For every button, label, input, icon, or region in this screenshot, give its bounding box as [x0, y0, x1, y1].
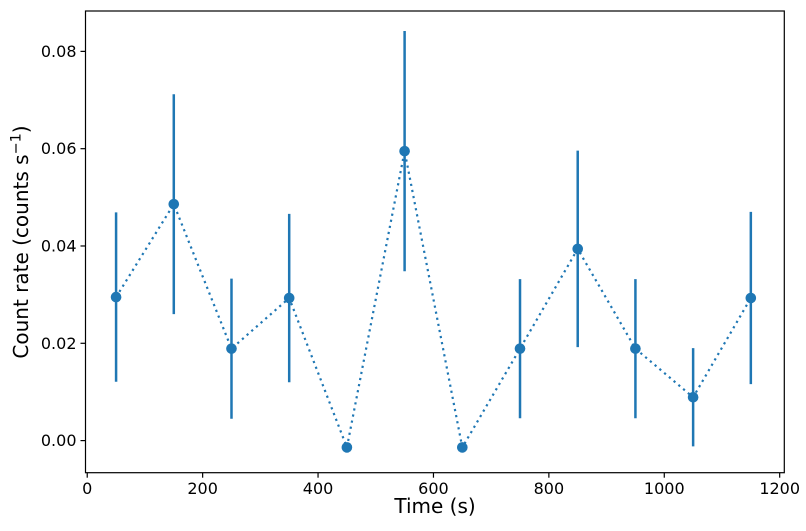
y-axis-label-suffix: ) — [9, 125, 33, 134]
data-point-marker — [687, 391, 699, 403]
y-tick-label: 0.08 — [41, 42, 77, 61]
x-tick-label: 0 — [82, 479, 92, 498]
data-point-marker — [630, 343, 641, 354]
data-point-marker — [283, 292, 295, 304]
y-tick-label: 0.06 — [41, 139, 77, 158]
y-axis-label: Count rate (counts s−1) — [8, 125, 33, 359]
data-point-marker — [399, 145, 410, 157]
data-point-marker — [110, 291, 122, 303]
data-point-marker — [168, 198, 180, 210]
x-tick-label: 800 — [534, 479, 565, 498]
x-tick-label: 1200 — [759, 479, 800, 498]
x-tick-label: 600 — [418, 479, 449, 498]
x-tick-label: 1000 — [644, 479, 685, 498]
data-point-marker — [226, 343, 237, 354]
y-tick-label: 0.04 — [41, 236, 77, 255]
data-point-marker — [457, 442, 468, 453]
y-tick-label: 0.02 — [41, 334, 77, 353]
x-axis-label: Time (s) — [394, 496, 475, 516]
x-tick-label: 400 — [303, 479, 334, 498]
x-tick-label: 200 — [187, 479, 218, 498]
y-axis-label-prefix: Count rate (counts s — [9, 154, 33, 359]
data-point-marker — [572, 243, 584, 255]
y-tick-label: 0.00 — [41, 431, 77, 450]
data-line — [115, 150, 752, 452]
data-point-marker — [341, 442, 353, 453]
y-axis-label-superscript: −1 — [8, 133, 25, 155]
x-axis-label-text: Time (s) — [394, 494, 476, 518]
plot-border — [84, 10, 785, 474]
data-point-marker — [514, 343, 526, 354]
data-point-marker — [745, 292, 757, 304]
